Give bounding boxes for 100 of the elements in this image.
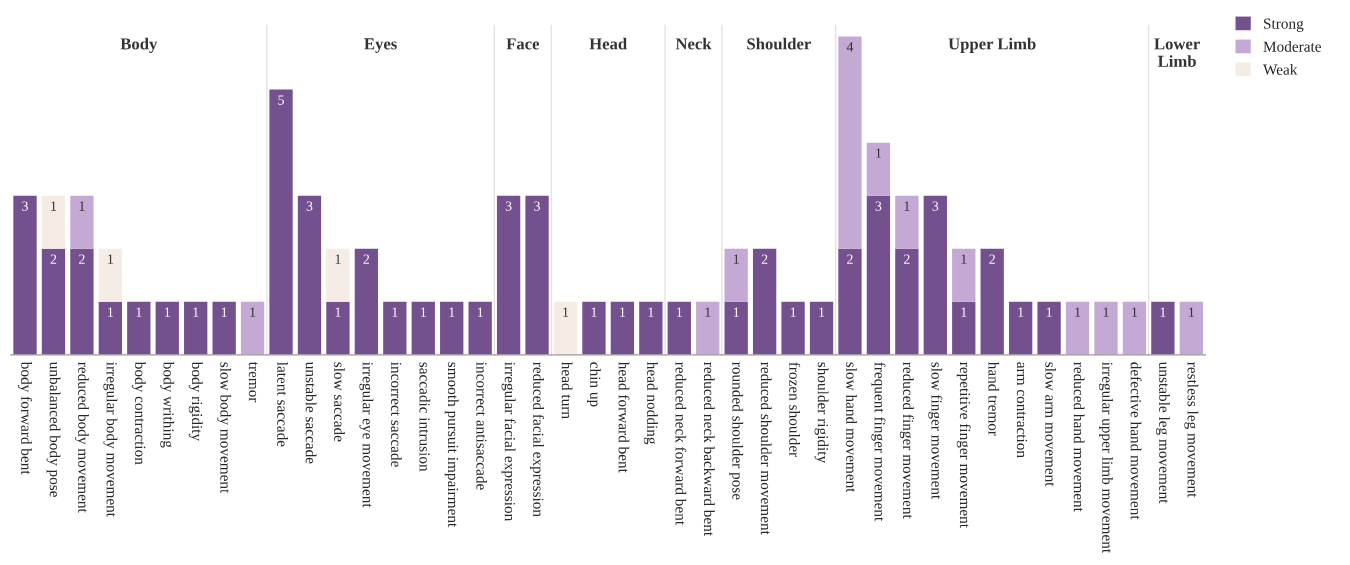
bar — [1008, 301, 1033, 355]
x-tick-label: slow hand movement — [846, 362, 857, 493]
data-label: 3 — [534, 201, 540, 211]
x-tick-label: reduced shoulder movement — [760, 362, 772, 535]
bar — [1065, 301, 1090, 355]
data-label: 3 — [22, 201, 28, 211]
chart-title: Eyes — [364, 38, 397, 53]
data-label: 2 — [761, 254, 768, 264]
x-tick-label: smooth pursuit impairment — [444, 362, 459, 528]
data-label: 1 — [1103, 307, 1109, 317]
data-label: 1 — [961, 254, 967, 264]
bar — [895, 248, 919, 355]
data-label: 1 — [1018, 307, 1024, 317]
bar — [326, 301, 350, 355]
x-tick-label: irregular upper limb movement — [1099, 362, 1113, 554]
x-tick-label: latent saccade — [277, 362, 288, 447]
x-tick-label: frequent finger movement — [871, 362, 886, 522]
data-label: 1 — [1189, 307, 1194, 317]
data-label: 1 — [221, 307, 227, 317]
bar — [1122, 301, 1147, 355]
x-tick-label: body rigidity — [188, 361, 203, 442]
data-label: 1 — [1046, 307, 1052, 317]
data-label: 1 — [1160, 307, 1166, 317]
x-tick-label: shoulder rigidity — [814, 362, 829, 464]
data-label: 1 — [165, 307, 170, 317]
bar — [468, 301, 492, 355]
bar — [866, 195, 891, 355]
chart-title: Shoulder — [747, 37, 811, 50]
data-label: 1 — [392, 307, 398, 317]
bar — [354, 248, 379, 355]
x-tick-label: restless leg movement — [1184, 362, 1199, 498]
bar — [838, 36, 862, 249]
data-label: 1 — [108, 254, 113, 264]
chart-title: Face — [506, 38, 540, 50]
data-label: 1 — [136, 307, 142, 317]
data-label: 2 — [79, 254, 85, 264]
x-tick-label: irregular body movement — [103, 362, 118, 517]
x-tick-label: incorrect antisaccade — [476, 362, 488, 490]
bar — [866, 142, 891, 196]
x-tick-label: irregular eye movement — [359, 362, 374, 508]
x-tick-label: reduced body movement — [74, 362, 89, 513]
x-tick-label: rounded shoulder pose — [729, 362, 744, 500]
data-label: 1 — [1132, 307, 1138, 317]
data-label: 1 — [733, 307, 739, 317]
x-tick-label: reduced neck forward bent — [675, 362, 687, 525]
bar — [895, 195, 919, 249]
data-label: 2 — [904, 254, 910, 264]
bar — [326, 248, 350, 302]
x-tick-label: body contraction — [131, 361, 146, 465]
bar — [838, 248, 862, 355]
data-label: 3 — [505, 201, 512, 211]
x-tick-label: reduced hand movement — [1073, 362, 1085, 512]
bar — [411, 301, 435, 355]
data-label: 1 — [648, 307, 654, 317]
data-label: 1 — [335, 307, 341, 317]
data-label: 1 — [421, 307, 426, 317]
x-tick-label: reduced finger movement — [899, 362, 914, 519]
x-tick-label: head turn — [561, 361, 573, 419]
x-tick-label: head nodding — [643, 361, 658, 445]
data-label: 1 — [79, 201, 85, 211]
data-label: 1 — [876, 148, 882, 158]
x-tick-label: head forward bent — [618, 361, 630, 473]
data-label: 3 — [932, 201, 939, 211]
x-tick-label: saccadic intrusion — [419, 362, 431, 472]
data-label: 1 — [51, 201, 57, 211]
data-label: 1 — [819, 307, 825, 317]
bar — [952, 301, 976, 355]
x-tick-label: tremor — [248, 361, 258, 403]
x-tick-label: slow saccade — [334, 362, 345, 442]
bar — [923, 195, 947, 355]
x-tick-label: incorrect saccade — [391, 362, 402, 467]
data-label: 1 — [108, 307, 113, 317]
x-tick-label: irregular facial expression — [501, 362, 516, 522]
bar — [297, 195, 322, 355]
chart-title: Lower Limb — [1154, 38, 1200, 67]
data-label: 2 — [847, 254, 853, 264]
bar — [269, 89, 293, 355]
x-tick-label: body writhing — [160, 361, 175, 448]
data-label: 2 — [363, 254, 370, 264]
legend-label: Moderate — [1263, 41, 1322, 52]
data-label: 1 — [477, 307, 483, 317]
x-tick-label: slow body movement — [217, 362, 232, 494]
data-label: 3 — [306, 201, 313, 211]
x-tick-label: unstable saccade — [305, 361, 317, 464]
legend-label: Weak — [1263, 64, 1298, 75]
legend-label: Strong — [1264, 18, 1304, 32]
chart-title: Neck — [675, 37, 712, 50]
data-label: 2 — [989, 254, 995, 264]
data-label: 2 — [50, 254, 57, 264]
bar — [952, 248, 976, 302]
x-tick-label: slow arm movement — [1045, 362, 1057, 487]
x-tick-label: unbalanced body pose — [46, 361, 61, 497]
bar — [1037, 301, 1061, 355]
bar — [980, 248, 1004, 355]
x-tick-label: unstable leg movement — [1155, 361, 1170, 504]
data-label: 1 — [193, 307, 199, 317]
x-tick-label: reduced neck backward bent — [703, 362, 715, 537]
data-label: 1 — [620, 307, 626, 317]
x-tick-label: defective hand movement — [1130, 362, 1142, 520]
x-tick-label: repetitive finger movement — [956, 362, 971, 528]
